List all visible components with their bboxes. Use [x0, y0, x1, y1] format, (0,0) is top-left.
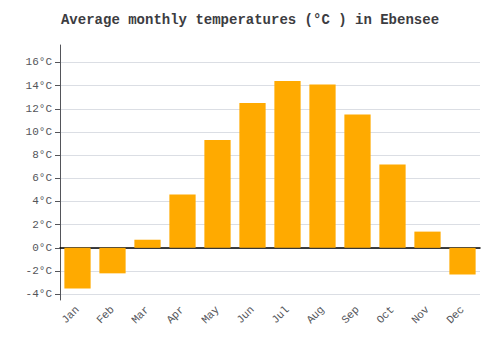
svg-text:Jun: Jun	[234, 304, 256, 326]
svg-text:14°C: 14°C	[26, 80, 53, 92]
svg-text:2°C: 2°C	[32, 219, 52, 231]
svg-text:May: May	[199, 303, 222, 326]
svg-text:Aug: Aug	[304, 304, 326, 326]
svg-text:Dec: Dec	[444, 304, 466, 326]
svg-text:Mar: Mar	[129, 304, 151, 326]
svg-text:0°C: 0°C	[32, 242, 52, 254]
svg-text:16°C: 16°C	[26, 56, 53, 68]
svg-text:Sep: Sep	[339, 304, 361, 326]
svg-text:-4°C: -4°C	[26, 288, 53, 300]
svg-text:4°C: 4°C	[32, 195, 52, 207]
svg-text:Jan: Jan	[59, 304, 81, 326]
svg-text:-2°C: -2°C	[26, 265, 53, 277]
svg-text:Oct: Oct	[374, 304, 396, 326]
svg-text:10°C: 10°C	[26, 126, 53, 138]
svg-text:Average monthly temperatures (: Average monthly temperatures (°C ) in Eb…	[61, 12, 439, 28]
svg-text:Nov: Nov	[409, 303, 432, 326]
svg-text:Apr: Apr	[164, 304, 186, 326]
svg-text:Jul: Jul	[269, 304, 291, 326]
svg-text:Feb: Feb	[94, 304, 116, 326]
svg-text:8°C: 8°C	[32, 149, 52, 161]
svg-text:12°C: 12°C	[26, 103, 53, 115]
svg-text:6°C: 6°C	[32, 172, 52, 184]
